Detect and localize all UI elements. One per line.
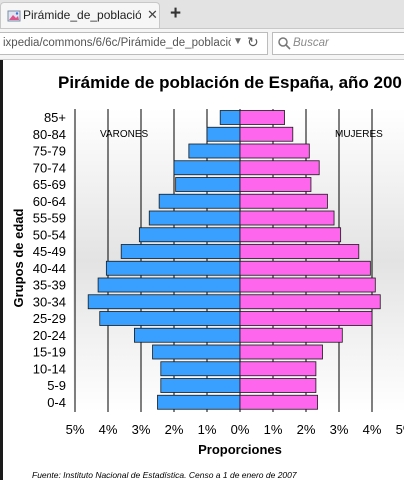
- search-icon: [278, 37, 291, 50]
- age-group-label: 65-69: [33, 177, 66, 192]
- age-group-label: 75-79: [33, 144, 66, 159]
- bar-mujeres: [239, 160, 320, 176]
- bar-mujeres: [239, 193, 328, 209]
- image-favicon-icon: [7, 10, 21, 22]
- age-group-label: 50-54: [33, 227, 66, 242]
- bar-varones: [152, 344, 241, 360]
- new-tab-button[interactable]: +: [170, 3, 182, 24]
- bar-mujeres: [239, 143, 310, 159]
- age-group-label: 30-34: [33, 294, 66, 309]
- bar-varones: [160, 361, 241, 377]
- bar-mujeres: [239, 110, 285, 125]
- bar-varones: [87, 294, 241, 310]
- bar-mujeres: [239, 177, 312, 192]
- bar-varones: [148, 210, 241, 226]
- age-group-label: 80-84: [33, 127, 66, 142]
- bar-varones: [175, 177, 241, 192]
- x-tick-label: 1%: [264, 422, 283, 437]
- search-box[interactable]: Buscar: [272, 32, 404, 55]
- source-note: Fuente: Instituto Nacional de Estadístic…: [32, 470, 297, 480]
- age-group-label: 45-49: [33, 244, 66, 259]
- age-group-label: 60-64: [33, 194, 66, 209]
- reload-icon[interactable]: ↻: [247, 34, 259, 50]
- bar-varones: [99, 311, 241, 326]
- x-tick-label: 5%: [66, 422, 85, 437]
- x-tick-label: 2%: [165, 422, 184, 437]
- bar-mujeres: [239, 244, 360, 259]
- bar-mujeres: [239, 327, 343, 343]
- age-group-label: 20-24: [33, 328, 66, 343]
- y-axis-label: Grupos de edad: [11, 208, 26, 307]
- x-tick-label: 1%: [198, 422, 217, 437]
- age-group-label: 15-19: [33, 345, 66, 360]
- bar-varones: [120, 244, 241, 259]
- tab-bar: Pirámide_de_población_de... ✕ +: [0, 0, 404, 29]
- browser-tab[interactable]: Pirámide_de_población_de... ✕: [0, 2, 160, 28]
- bar-varones: [133, 327, 241, 343]
- bar-varones: [157, 394, 241, 410]
- age-group-label: 70-74: [33, 160, 66, 175]
- x-tick-labels: 5% 4% 3% 2% 1% 0% 1% 2% 3% 4% 5%: [66, 422, 404, 437]
- mujeres-label: MUJERES: [335, 129, 383, 140]
- age-group-label: 40-44: [33, 261, 66, 276]
- age-group-label: 0-4: [47, 395, 66, 410]
- x-tick-label: 5%: [396, 422, 404, 437]
- tab-title: Pirámide_de_población_de...: [23, 8, 141, 22]
- bar-varones: [138, 227, 241, 243]
- bar-varones: [158, 193, 241, 209]
- bar-mujeres: [239, 227, 342, 243]
- bar-mujeres: [239, 260, 371, 276]
- age-group-label: 10-14: [33, 361, 66, 376]
- address-bar[interactable]: ixpedia/commons/6/6c/Pirámide_de_poblaci…: [0, 32, 268, 55]
- age-group-label: 85+: [44, 110, 66, 125]
- age-group-label: 25-29: [33, 311, 66, 326]
- bars: [87, 110, 381, 410]
- age-group-label: 5-9: [47, 378, 66, 393]
- bar-mujeres: [239, 294, 381, 310]
- x-tick-label: 2%: [297, 422, 316, 437]
- x-tick-label: 4%: [363, 422, 382, 437]
- varones-label: VARONES: [100, 129, 148, 140]
- bar-varones: [188, 143, 241, 159]
- x-axis-label: Proporciones: [198, 442, 282, 457]
- bar-mujeres: [239, 311, 373, 326]
- bar-varones: [206, 126, 241, 142]
- bar-mujeres: [239, 394, 318, 410]
- navigation-bar: ixpedia/commons/6/6c/Pirámide_de_poblaci…: [0, 29, 404, 60]
- bar-varones: [173, 160, 241, 176]
- x-tick-label: 0%: [231, 422, 250, 437]
- close-tab-icon[interactable]: ✕: [147, 7, 158, 22]
- chart-title: Pirámide de población de España, año 200: [58, 73, 402, 92]
- bar-mujeres: [239, 344, 323, 360]
- bar-varones: [105, 260, 241, 276]
- viewport-left-border: [0, 60, 3, 480]
- chevron-down-icon[interactable]: ▼: [233, 36, 243, 47]
- bar-varones: [97, 277, 241, 293]
- x-tick-label: 3%: [132, 422, 151, 437]
- bar-mujeres: [239, 378, 317, 393]
- bar-mujeres: [239, 277, 376, 293]
- bar-mujeres: [239, 126, 294, 142]
- url-text[interactable]: ixpedia/commons/6/6c/Pirámide_de_poblaci…: [3, 37, 231, 49]
- bar-mujeres: [239, 210, 335, 226]
- x-tick-label: 4%: [99, 422, 118, 437]
- x-tick-label: 3%: [330, 422, 349, 437]
- age-group-label: 35-39: [33, 278, 66, 293]
- search-input[interactable]: Buscar: [293, 37, 329, 49]
- bar-varones: [219, 110, 241, 125]
- bar-mujeres: [239, 361, 317, 377]
- age-group-label: 55-59: [33, 211, 66, 226]
- bar-varones: [160, 378, 241, 393]
